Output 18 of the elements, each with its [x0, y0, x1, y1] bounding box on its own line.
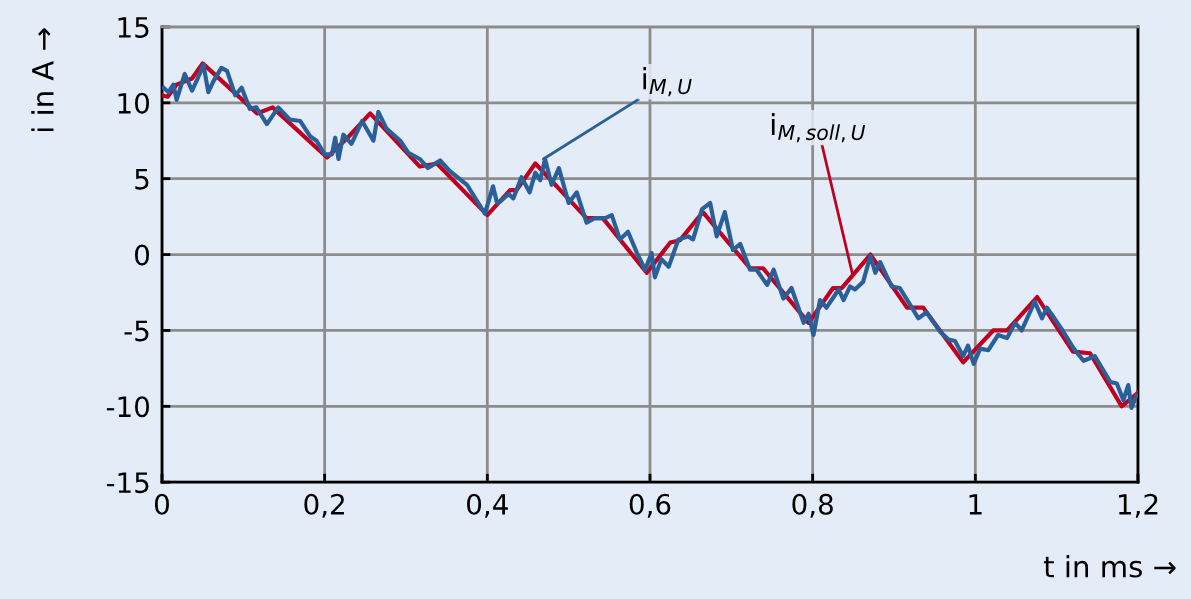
y-tick-label: 0: [135, 244, 150, 266]
y-tick-label: -15: [106, 472, 149, 494]
annotation: i$_{M,U}$: [643, 67, 692, 97]
y-tick-label: -10: [106, 396, 150, 418]
x-tick-label: 0: [154, 493, 169, 515]
y-tick-label: 5: [135, 169, 149, 190]
y-tick-label: -5: [124, 320, 149, 342]
y-tick-label: 10: [118, 92, 150, 114]
x-tick-label: 0,2: [304, 493, 344, 518]
y-axis-title: i in A →: [31, 28, 54, 132]
x-tick-label: 0,4: [467, 493, 508, 518]
x-tick-label: 1: [969, 494, 982, 515]
x-axis-title: t in ms →: [1043, 555, 1176, 578]
x-tick-label: 0,8: [792, 493, 833, 518]
annotation: i$_{M,soll,U}$: [771, 112, 866, 143]
y-tick-label: 15: [118, 17, 149, 38]
x-tick-label: 1,2: [1118, 493, 1158, 518]
x-tick-label: 0,6: [629, 493, 671, 518]
